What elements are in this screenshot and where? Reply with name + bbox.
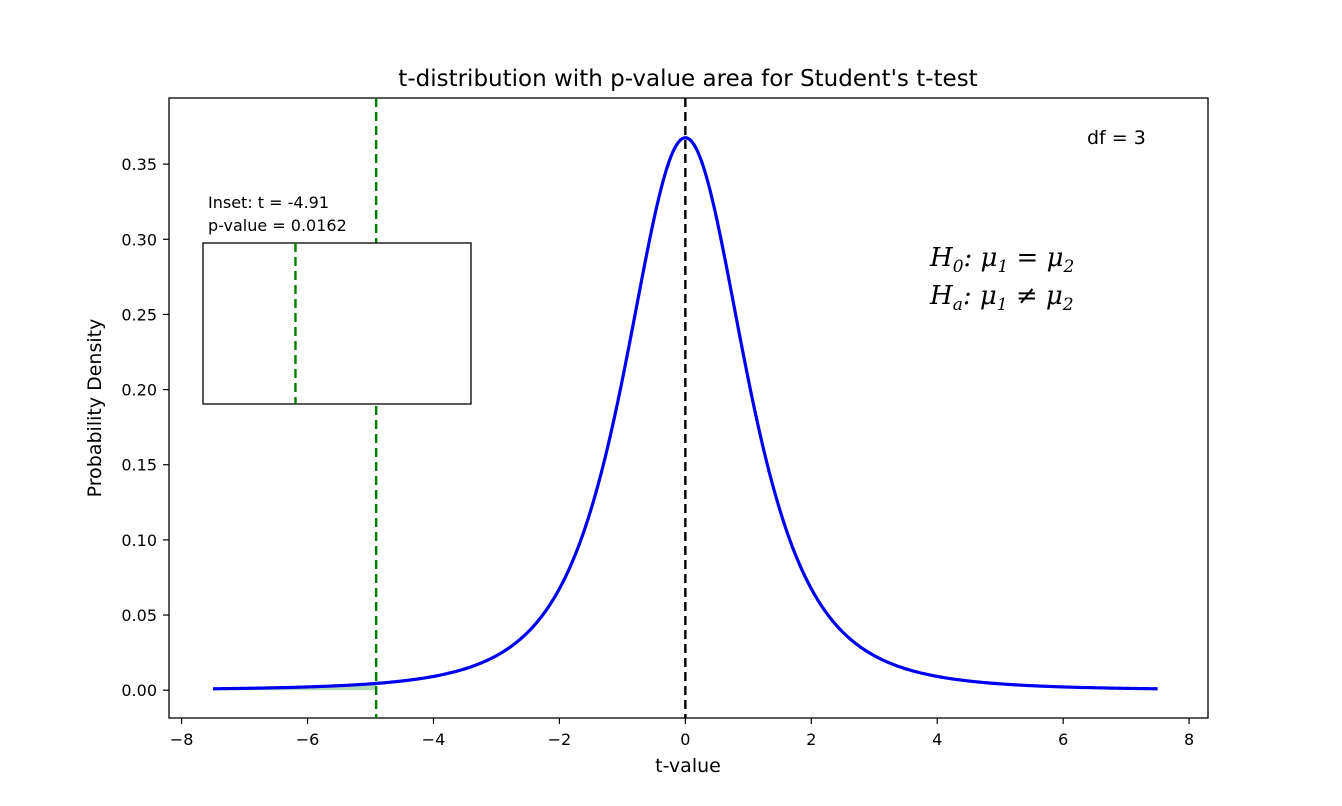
inset-shaded-area <box>203 404 295 787</box>
x-tick-label: −2 <box>548 730 572 749</box>
null-hypothesis: H0: μ1 = μ2 <box>929 243 1074 277</box>
alternative-hypothesis: Ha: μ1 ≠ μ2 <box>929 281 1074 315</box>
y-tick-label: 0.15 <box>121 456 157 475</box>
inset-p-value-label: p-value = 0.0162 <box>208 216 347 235</box>
inset-content <box>203 243 297 787</box>
x-tick-label: −8 <box>170 730 194 749</box>
y-axis-label: Probability Density <box>84 319 106 498</box>
x-tick-label: 0 <box>680 730 690 749</box>
y-tick-label: 0.00 <box>121 681 157 700</box>
inset-frame <box>202 242 472 405</box>
x-tick-label: 4 <box>932 730 942 749</box>
y-tick-label: 0.30 <box>121 230 157 249</box>
chart-title: t-distribution with p-value area for Stu… <box>398 66 977 92</box>
y-tick-label: 0.20 <box>121 381 157 400</box>
ticks-layer: −8 −6 −4 −2 0 2 4 6 8 0.00 0.05 0.10 0.15 0.20 0.25 0.3… <box>121 155 1194 749</box>
x-tick-label: 2 <box>806 730 816 749</box>
inset-t-label: Inset: t = -4.91 <box>208 193 329 212</box>
x-tick-label: −4 <box>422 730 446 749</box>
y-tick-label: 0.05 <box>121 606 157 625</box>
x-tick-label: −6 <box>296 730 320 749</box>
df-annotation: df = 3 <box>1087 127 1146 149</box>
x-tick-label: 8 <box>1184 730 1194 749</box>
plot-layer <box>213 98 1158 718</box>
y-tick-label: 0.25 <box>121 305 157 324</box>
inset-plot <box>202 242 472 787</box>
x-axis-label: t-value <box>655 755 721 777</box>
series-line-t-distribution <box>213 136 1158 691</box>
y-tick-label: 0.35 <box>121 155 157 174</box>
x-tick-label: 6 <box>1058 730 1068 749</box>
plot-area <box>168 97 1209 719</box>
y-tick-label: 0.10 <box>121 531 157 550</box>
